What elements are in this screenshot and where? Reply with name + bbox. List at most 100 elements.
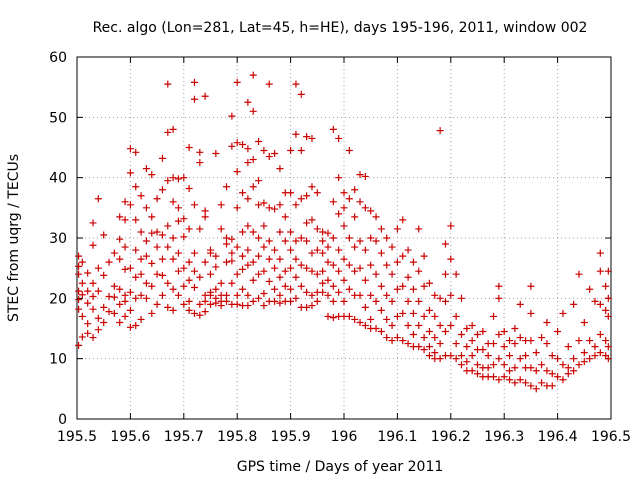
data-point [313, 297, 321, 305]
data-point [596, 249, 604, 257]
data-point [415, 267, 423, 275]
data-point [431, 291, 439, 299]
data-point [185, 276, 193, 284]
data-point [287, 189, 295, 197]
data-point [340, 222, 348, 230]
data-point [415, 297, 423, 305]
data-point [602, 282, 610, 290]
data-point [276, 255, 284, 263]
data-point [393, 258, 401, 266]
data-point [388, 297, 396, 305]
data-point [543, 318, 551, 326]
data-point [84, 320, 92, 328]
data-point [201, 258, 209, 266]
data-point [420, 282, 428, 290]
data-point [367, 234, 375, 242]
data-point [420, 252, 428, 260]
data-point [324, 312, 332, 320]
data-point [89, 241, 97, 249]
data-point [474, 331, 481, 339]
data-point [260, 302, 268, 310]
data-point [538, 361, 546, 369]
data-point [351, 315, 359, 323]
data-point [522, 352, 530, 360]
data-point [276, 228, 284, 236]
data-point [249, 297, 257, 305]
data-point [575, 270, 583, 278]
x-tick-label: 196.4 [538, 429, 578, 445]
data-point [105, 308, 113, 316]
y-axis-label: STEC from uqrg / TECUs [6, 154, 22, 322]
data-point [158, 154, 166, 162]
x-tick-label: 196.2 [431, 429, 471, 445]
data-point [287, 264, 295, 272]
data-point [345, 234, 353, 242]
data-point [335, 134, 343, 142]
data-point [602, 337, 610, 345]
data-point [548, 382, 556, 390]
data-point [110, 293, 118, 301]
data-point [591, 343, 599, 351]
data-point [281, 267, 289, 275]
data-point [233, 300, 241, 308]
data-point [223, 234, 231, 242]
data-point [356, 198, 364, 206]
data-point [190, 267, 198, 275]
data-point [249, 228, 257, 236]
data-point [575, 337, 583, 345]
x-axis-label: GPS time / Days of year 2011 [237, 459, 444, 475]
data-point [169, 198, 177, 206]
data-point [142, 252, 150, 260]
data-point [271, 205, 279, 213]
data-point [244, 195, 252, 203]
data-point [399, 309, 407, 317]
data-point [425, 343, 433, 351]
data-point [335, 246, 343, 254]
data-point [377, 225, 385, 233]
data-point [244, 145, 252, 153]
data-point [420, 334, 428, 342]
data-point [495, 355, 503, 363]
data-point [506, 352, 514, 360]
data-point [484, 352, 492, 360]
data-point [399, 252, 407, 260]
data-point [559, 309, 567, 317]
data-point [388, 337, 396, 345]
data-point [351, 243, 359, 251]
data-point [404, 297, 412, 305]
data-point [265, 237, 273, 245]
data-point [174, 175, 182, 183]
data-point [329, 198, 337, 206]
data-point [84, 329, 92, 337]
data-point [212, 285, 220, 293]
data-point [260, 199, 268, 207]
data-point [596, 331, 604, 339]
data-point [447, 352, 455, 360]
data-point [137, 270, 145, 278]
data-point [148, 259, 156, 267]
data-point [604, 312, 612, 320]
data-point [180, 233, 188, 241]
data-point [105, 258, 113, 266]
x-tick-label: 196.3 [484, 429, 524, 445]
data-point [356, 318, 364, 326]
data-point [580, 358, 588, 366]
data-point [602, 306, 610, 314]
data-point [463, 343, 471, 351]
data-point [308, 267, 316, 275]
data-point [511, 379, 519, 387]
data-point [132, 216, 140, 224]
data-point [207, 300, 214, 308]
data-point [447, 255, 455, 263]
data-point [132, 148, 140, 156]
data-point [169, 285, 177, 293]
data-point [548, 352, 556, 360]
data-point [361, 276, 369, 284]
data-point [436, 355, 444, 363]
data-point [260, 267, 268, 275]
data-point [75, 262, 83, 270]
data-point [308, 291, 316, 299]
data-point [255, 234, 263, 242]
data-point [180, 300, 188, 308]
data-point [351, 213, 359, 221]
